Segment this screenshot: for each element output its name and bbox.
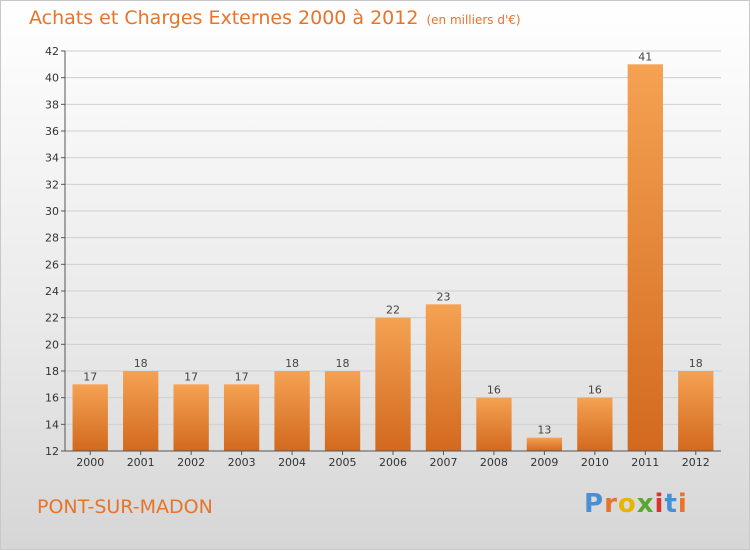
- y-tick-label: 24: [45, 285, 59, 298]
- logo-letter: o: [617, 489, 637, 519]
- x-tick-label: 2002: [177, 456, 205, 469]
- data-label: 16: [588, 384, 602, 397]
- y-tick-label: 18: [45, 365, 59, 378]
- bar: [375, 317, 411, 451]
- y-tick-label: 22: [45, 312, 59, 325]
- logo-letter: r: [604, 489, 618, 519]
- x-tick-label: 2003: [228, 456, 256, 469]
- x-tick-label: 2009: [530, 456, 558, 469]
- title-line: Achats et Charges Externes 2000 à 2012 (e…: [29, 7, 521, 29]
- chart-title: Achats et Charges Externes 2000 à 2012: [29, 7, 419, 29]
- x-tick-label: 2008: [480, 456, 508, 469]
- logo-letter: t: [664, 489, 678, 519]
- bar: [274, 371, 310, 451]
- bar: [425, 304, 462, 451]
- bar: [123, 371, 159, 451]
- data-label: 17: [235, 370, 249, 383]
- x-tick-label: 2005: [329, 456, 357, 469]
- y-tick-label: 38: [45, 98, 59, 111]
- y-tick-label: 20: [45, 338, 59, 351]
- data-label: 22: [386, 304, 400, 317]
- bar: [577, 397, 613, 451]
- data-label: 18: [336, 357, 350, 370]
- bar: [324, 371, 361, 451]
- y-tick-label: 40: [45, 72, 59, 85]
- y-tick-label: 42: [45, 45, 59, 58]
- bar: [173, 384, 209, 451]
- y-tick-label: 30: [45, 205, 59, 218]
- bar: [526, 437, 563, 451]
- logo-letter: P: [584, 489, 605, 519]
- bar: [72, 384, 108, 451]
- data-label: 18: [285, 357, 299, 370]
- data-label: 18: [134, 357, 148, 370]
- logo-letter: x: [636, 489, 655, 519]
- y-tick-label: 12: [45, 445, 59, 458]
- proxiti-logo: Proxiti: [584, 489, 688, 519]
- chart-subtitle: (en milliers d'€): [426, 13, 521, 27]
- x-tick-label: 2007: [429, 456, 457, 469]
- data-label: 41: [638, 50, 652, 63]
- y-tick-label: 32: [45, 178, 59, 191]
- y-tick-label: 36: [45, 125, 59, 138]
- data-label: 16: [487, 384, 501, 397]
- logo-letter: i: [677, 489, 688, 519]
- data-label: 13: [537, 424, 551, 437]
- bar: [678, 371, 714, 451]
- data-label: 18: [689, 357, 703, 370]
- x-tick-label: 2000: [76, 456, 104, 469]
- x-tick-label: 2011: [631, 456, 659, 469]
- bar: [223, 384, 260, 451]
- x-tick-label: 2012: [682, 456, 710, 469]
- bar: [476, 397, 512, 451]
- y-tick-label: 14: [45, 418, 59, 431]
- data-label: 17: [83, 370, 97, 383]
- y-tick-label: 34: [45, 152, 59, 165]
- y-tick-label: 26: [45, 258, 59, 271]
- x-tick-label: 2010: [581, 456, 609, 469]
- x-tick-label: 2006: [379, 456, 407, 469]
- y-tick-label: 28: [45, 232, 59, 245]
- commune-name: PONT-SUR-MADON: [37, 496, 213, 518]
- data-label: 17: [184, 370, 198, 383]
- x-tick-label: 2004: [278, 456, 306, 469]
- x-tick-label: 2001: [127, 456, 155, 469]
- bar: [627, 64, 663, 452]
- logo-letter: i: [654, 489, 665, 519]
- data-label: 23: [436, 290, 450, 303]
- y-tick-label: 16: [45, 392, 59, 405]
